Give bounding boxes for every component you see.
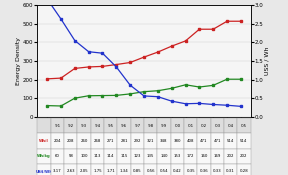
US$/Wh xyxy=(101,52,104,54)
Wh/l xyxy=(59,77,63,79)
US$/Wh xyxy=(156,96,160,98)
Wh/kg xyxy=(73,97,77,99)
Wh/kg xyxy=(225,78,229,80)
US$/Wh xyxy=(87,51,90,53)
Line: Wh/kg: Wh/kg xyxy=(46,78,242,107)
US$/Wh xyxy=(211,103,215,106)
Wh/l xyxy=(101,65,104,67)
Wh/kg xyxy=(128,93,132,95)
US$/Wh xyxy=(225,104,229,106)
Wh/kg xyxy=(156,90,160,92)
Wh/l xyxy=(128,61,132,64)
US$/Wh xyxy=(115,66,118,68)
US$/Wh xyxy=(170,100,173,102)
US$/Wh xyxy=(73,40,77,42)
Wh/l xyxy=(239,20,242,22)
Wh/l xyxy=(225,20,229,22)
Wh/kg xyxy=(115,94,118,96)
Wh/l xyxy=(46,78,49,80)
Wh/kg xyxy=(184,84,187,86)
Wh/kg xyxy=(170,87,173,89)
Wh/l xyxy=(156,51,160,53)
Y-axis label: USS / Wh: USS / Wh xyxy=(265,47,270,75)
US$/Wh xyxy=(198,102,201,104)
Wh/kg xyxy=(211,84,215,86)
Wh/l xyxy=(115,64,118,66)
Wh/l xyxy=(211,28,215,30)
Wh/l xyxy=(142,56,146,58)
Y-axis label: Energy Density: Energy Density xyxy=(16,37,21,85)
Wh/kg xyxy=(101,94,104,97)
Wh/kg xyxy=(59,105,63,107)
Wh/kg xyxy=(46,104,49,107)
Wh/l xyxy=(170,45,173,47)
Line: US$/Wh: US$/Wh xyxy=(46,0,242,108)
US$/Wh xyxy=(128,84,132,86)
Wh/l xyxy=(73,67,77,69)
US$/Wh xyxy=(59,18,63,20)
Wh/kg xyxy=(87,95,90,97)
Wh/kg xyxy=(198,86,201,88)
Wh/l xyxy=(184,40,187,42)
US$/Wh xyxy=(239,105,242,107)
Wh/l xyxy=(198,28,201,30)
Line: Wh/l: Wh/l xyxy=(46,20,242,80)
Wh/kg xyxy=(239,78,242,80)
Wh/kg xyxy=(142,91,146,93)
US$/Wh xyxy=(184,103,187,105)
US$/Wh xyxy=(142,95,146,97)
Wh/l xyxy=(87,66,90,68)
